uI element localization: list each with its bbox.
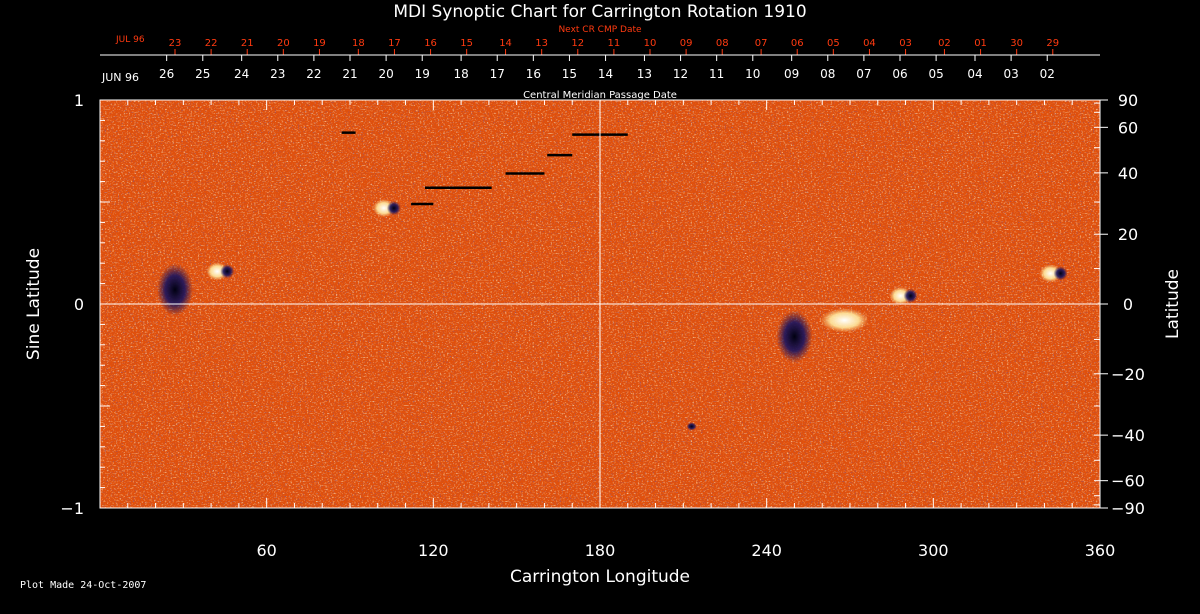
active-region-c-negative [386, 201, 401, 216]
next-cr-day-label: 03 [899, 38, 912, 49]
active-region-d [776, 310, 813, 363]
cmp-day-label: 16 [526, 67, 541, 81]
spot-h [686, 422, 697, 431]
cmp-day-label: 17 [490, 67, 505, 81]
latitude-axis: 90 60 40 20 0 −20 −40 −60 −90 [1094, 91, 1145, 518]
cmp-day-label: 21 [342, 67, 357, 81]
next-cr-day-label: 12 [571, 38, 584, 49]
next-cr-day-label: 06 [791, 38, 804, 49]
cmp-day-label: 03 [1003, 67, 1018, 81]
next-cr-date-axis: 23 22 21 20 19 18 17 16 15 14 13 12 11 10 09 08 07 06 05 04… [169, 38, 1059, 55]
y-right-tick-label: 0 [1123, 295, 1133, 314]
y-right-tick-label: −20 [1111, 365, 1145, 384]
next-cr-day-label: 10 [644, 38, 657, 49]
cmp-day-label: 22 [306, 67, 321, 81]
next-cr-day-label: 01 [974, 38, 987, 49]
y-right-tick-label: 90 [1118, 91, 1138, 110]
next-cr-month-label: JUL 96 [115, 35, 145, 45]
next-cr-day-label: 15 [460, 38, 473, 49]
x-tick-label: 60 [256, 541, 276, 560]
next-cr-day-label: 21 [241, 38, 254, 49]
active-region-b [157, 263, 193, 316]
active-region-g-negative [1053, 266, 1068, 281]
cmp-day-label: 14 [598, 67, 613, 81]
cmp-day-label: 10 [745, 67, 760, 81]
next-cr-day-label: 17 [388, 38, 401, 49]
next-cr-day-label: 02 [938, 38, 951, 49]
chart-title: MDI Synoptic Chart for Carrington Rotati… [393, 2, 806, 22]
y-left-tick-label: −1 [60, 499, 84, 518]
next-cr-day-label: 04 [863, 38, 876, 49]
next-cr-day-label: 05 [827, 38, 840, 49]
y-left-axis-label: Sine Latitude [24, 248, 44, 360]
active-region-e [820, 308, 869, 333]
next-cr-day-label: 09 [680, 38, 693, 49]
next-cr-day-label: 13 [535, 38, 548, 49]
active-region-f-negative [903, 288, 918, 303]
cmp-day-label: 12 [673, 67, 688, 81]
cmp-month-label: JUN 96 [101, 71, 139, 84]
next-cr-day-label: 19 [313, 38, 326, 49]
x-tick-label: 360 [1085, 541, 1116, 560]
plot-made-note: Plot Made 24-Oct-2007 [20, 580, 147, 591]
next-cr-day-label: 30 [1010, 38, 1023, 49]
x-tick-label: 120 [418, 541, 449, 560]
y-right-tick-label: 20 [1118, 225, 1138, 244]
cmp-day-label: 25 [195, 67, 210, 81]
y-left-tick-label: 1 [74, 91, 84, 110]
next-cr-axis-title: Next CR CMP Date [558, 25, 642, 35]
next-cr-day-label: 16 [424, 38, 437, 49]
next-cr-day-label: 22 [205, 38, 218, 49]
next-cr-day-label: 11 [608, 38, 621, 49]
next-cr-day-label: 20 [277, 38, 290, 49]
cmp-day-label: 18 [453, 67, 468, 81]
cmp-day-label: 19 [415, 67, 430, 81]
y-right-tick-label: 40 [1118, 164, 1138, 183]
cmp-day-label: 08 [820, 67, 835, 81]
cmp-day-label: 02 [1040, 67, 1055, 81]
next-cr-day-label: 14 [499, 38, 512, 49]
longitude-axis: 60 120 180 240 300 360 [127, 100, 1116, 560]
next-cr-day-label: 23 [169, 38, 182, 49]
cmp-day-label: 15 [562, 67, 577, 81]
x-tick-label: 300 [918, 541, 949, 560]
x-tick-label: 240 [751, 541, 782, 560]
next-cr-day-label: 07 [755, 38, 768, 49]
cmp-day-label: 26 [159, 67, 174, 81]
cmp-day-label: 06 [892, 67, 907, 81]
y-right-tick-label: −40 [1111, 426, 1145, 445]
next-cr-day-label: 18 [352, 38, 365, 49]
cmp-day-label: 24 [234, 67, 249, 81]
y-right-tick-label: −60 [1111, 472, 1145, 491]
active-regions [157, 199, 1068, 431]
cmp-day-label: 11 [709, 67, 724, 81]
y-right-tick-label: 60 [1118, 118, 1138, 137]
x-axis-label: Carrington Longitude [510, 567, 690, 587]
next-cr-day-label: 29 [1046, 38, 1059, 49]
cmp-day-label: 05 [928, 67, 943, 81]
cmp-day-label: 04 [967, 67, 982, 81]
x-tick-label: 180 [585, 541, 616, 560]
active-region-a-negative [220, 264, 235, 279]
sine-latitude-axis: 1 0 −1 [60, 91, 110, 518]
cmp-axis-title: Central Meridian Passage Date [523, 90, 677, 101]
cmp-day-label: 13 [637, 67, 652, 81]
y-right-axis-label: Latitude [1163, 269, 1183, 339]
y-left-tick-label: 0 [74, 295, 84, 314]
cmp-day-label: 20 [378, 67, 393, 81]
cmp-day-label: 09 [784, 67, 799, 81]
cmp-day-label: 23 [270, 67, 285, 81]
y-right-tick-label: −90 [1111, 499, 1145, 518]
next-cr-day-label: 08 [716, 38, 729, 49]
cmp-date-axis: 26 25 24 23 22 21 20 19 18 17 16 15 14 13 12 11 10 09 08 07… [100, 54, 1100, 81]
cmp-day-label: 07 [856, 67, 871, 81]
